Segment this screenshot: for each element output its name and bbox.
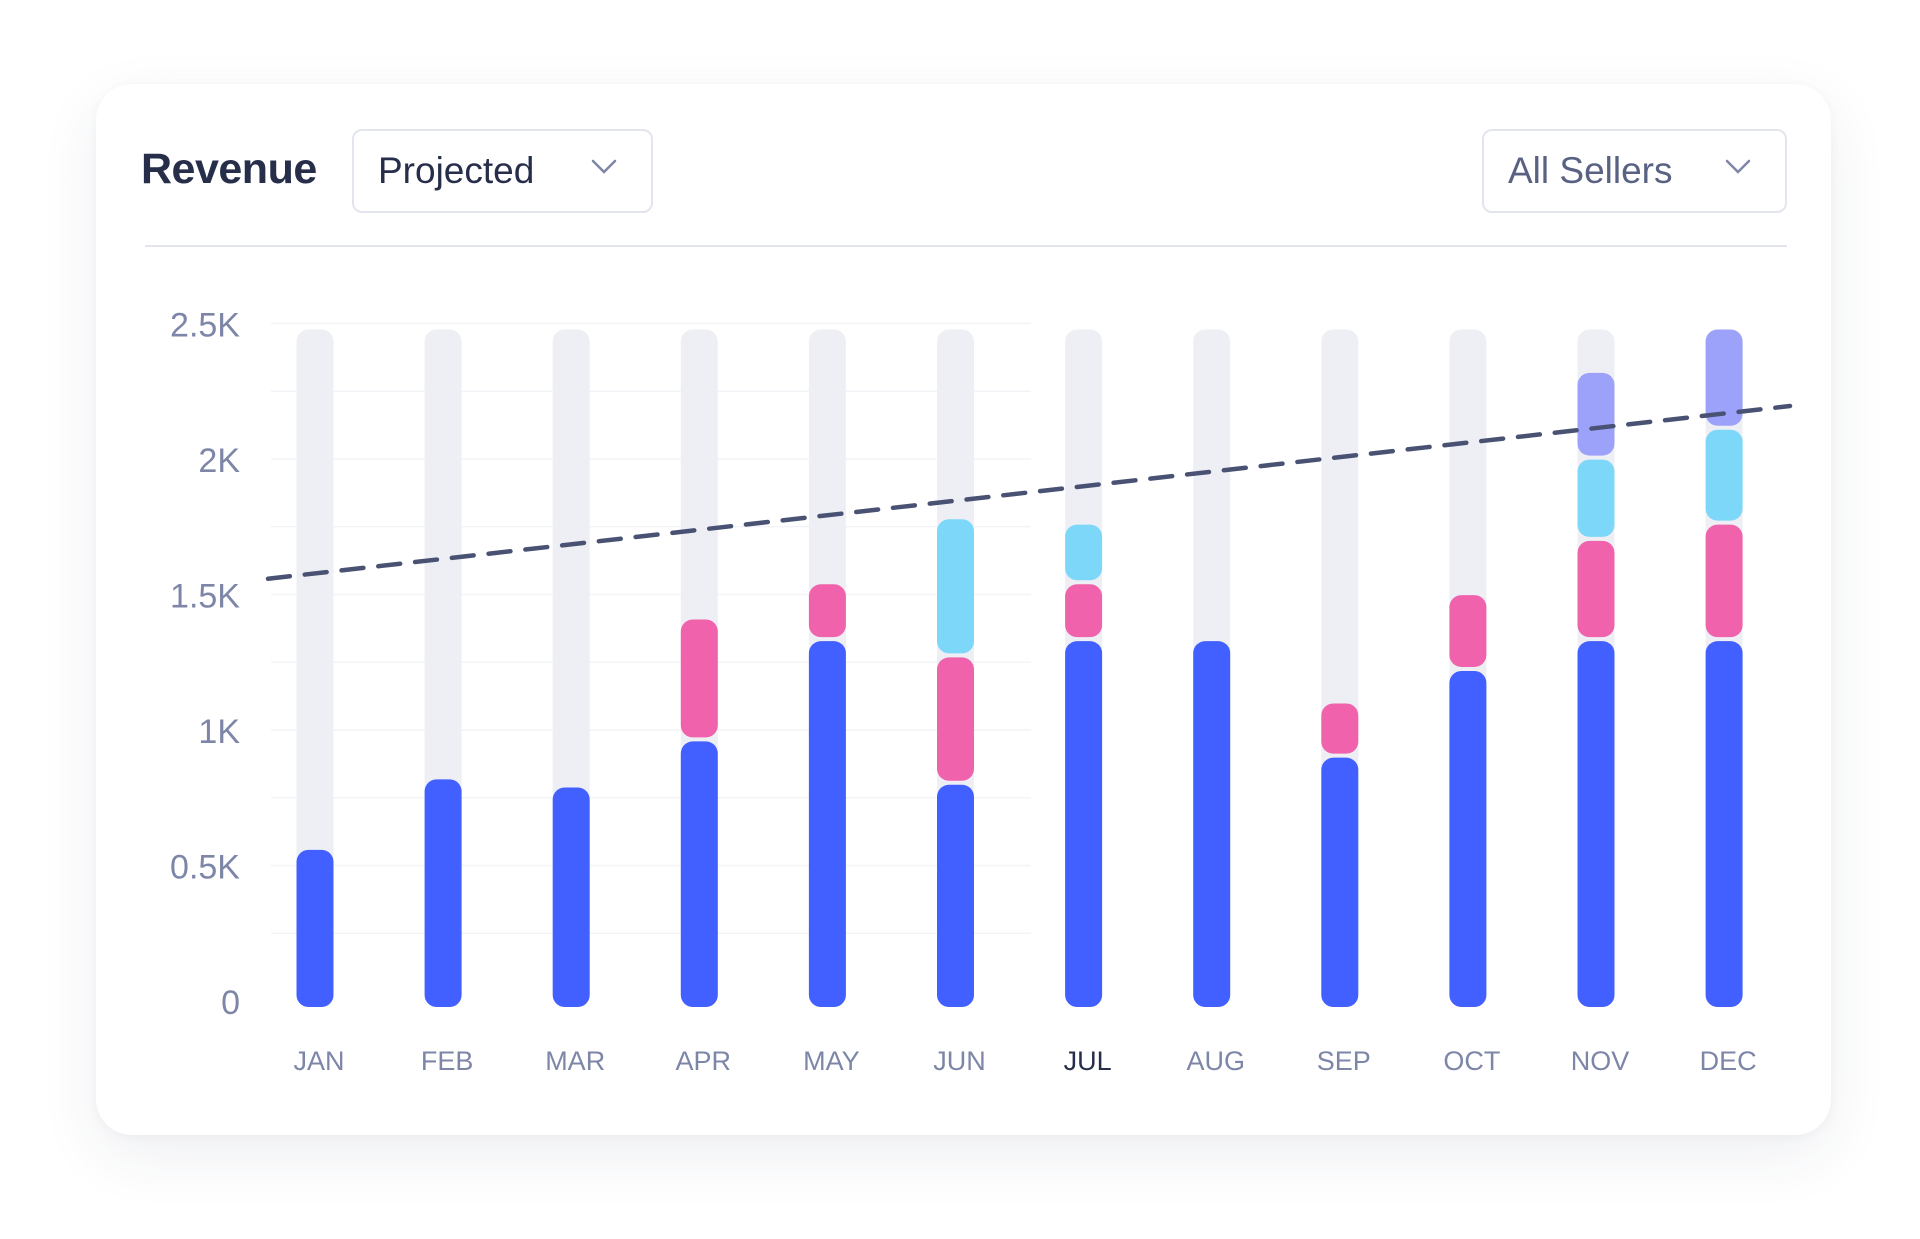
bar-segment xyxy=(937,657,974,781)
bar-segment xyxy=(296,849,334,1007)
bar-segment xyxy=(552,787,590,1007)
x-tick-label: NOV xyxy=(1571,1046,1630,1076)
bar-aug xyxy=(1193,329,1231,1007)
bar-segment xyxy=(1449,595,1487,667)
bar-segment xyxy=(424,779,462,1007)
bar-mar xyxy=(552,329,590,1007)
bar-segment xyxy=(1321,703,1359,754)
page-title: Revenue xyxy=(141,145,317,193)
bar-segment xyxy=(1705,641,1743,1007)
bar-segment xyxy=(937,784,974,1007)
bar-dec xyxy=(1705,329,1743,1007)
seller-filter-value: All Sellers xyxy=(1508,150,1673,191)
bar-oct xyxy=(1449,329,1487,1007)
bar-segment xyxy=(1577,641,1615,1007)
x-tick-label: APR xyxy=(676,1046,732,1076)
bar-segment xyxy=(808,584,846,638)
revenue-mode-value: Projected xyxy=(378,150,535,191)
bar-segment xyxy=(680,619,718,738)
x-tick-label: SEP xyxy=(1317,1046,1371,1076)
bar-segment xyxy=(808,641,846,1007)
bar-jan xyxy=(296,329,334,1007)
y-tick-label: 0.5K xyxy=(170,848,240,886)
trend-line xyxy=(265,403,1793,581)
bar-segment xyxy=(1065,524,1103,581)
y-tick-label: 2.5K xyxy=(170,306,240,344)
x-tick-label: FEB xyxy=(421,1046,474,1076)
bar-segment xyxy=(1065,584,1103,638)
bar-segment xyxy=(1577,459,1615,537)
bar-apr xyxy=(680,329,718,1007)
chevron-down-icon xyxy=(591,159,617,174)
x-tick-label: JUN xyxy=(933,1046,986,1076)
header-divider xyxy=(145,245,1787,247)
bar-segment xyxy=(1705,329,1743,426)
bar-may xyxy=(808,329,846,1007)
bar-nov xyxy=(1577,329,1615,1007)
y-tick-label: 1.5K xyxy=(170,577,240,615)
chevron-down-icon xyxy=(1725,159,1751,174)
x-tick-label: AUG xyxy=(1186,1046,1245,1076)
bar-feb xyxy=(424,329,462,1007)
x-tick-label: MAR xyxy=(545,1046,605,1076)
bar-track xyxy=(296,329,334,1007)
bar-sep xyxy=(1321,329,1359,1007)
bar-segment xyxy=(680,741,718,1007)
bar-segment xyxy=(1449,670,1487,1007)
y-tick-label: 1K xyxy=(198,713,240,751)
x-tick-label: OCT xyxy=(1443,1046,1500,1076)
seller-filter-dropdown[interactable]: All Sellers xyxy=(1482,129,1787,213)
bar-segment xyxy=(1577,372,1615,456)
bar-segment xyxy=(1705,429,1743,521)
x-tick-label: JUL xyxy=(1064,1046,1112,1076)
bar-segment xyxy=(1577,540,1615,638)
bar-jun xyxy=(937,329,974,1007)
x-tick-label: JAN xyxy=(293,1046,344,1076)
y-tick-label: 0 xyxy=(221,984,240,1022)
revenue-mode-dropdown[interactable]: Projected xyxy=(352,129,653,213)
bar-jul xyxy=(1065,329,1103,1007)
x-tick-label: MAY xyxy=(803,1046,860,1076)
y-tick-label: 2K xyxy=(198,442,240,480)
bar-segment xyxy=(1705,524,1743,638)
x-tick-label: DEC xyxy=(1700,1046,1757,1076)
bar-segment xyxy=(937,519,974,654)
bar-segment xyxy=(1193,641,1231,1007)
bar-segment xyxy=(1065,641,1103,1007)
bar-segment xyxy=(1321,757,1359,1007)
